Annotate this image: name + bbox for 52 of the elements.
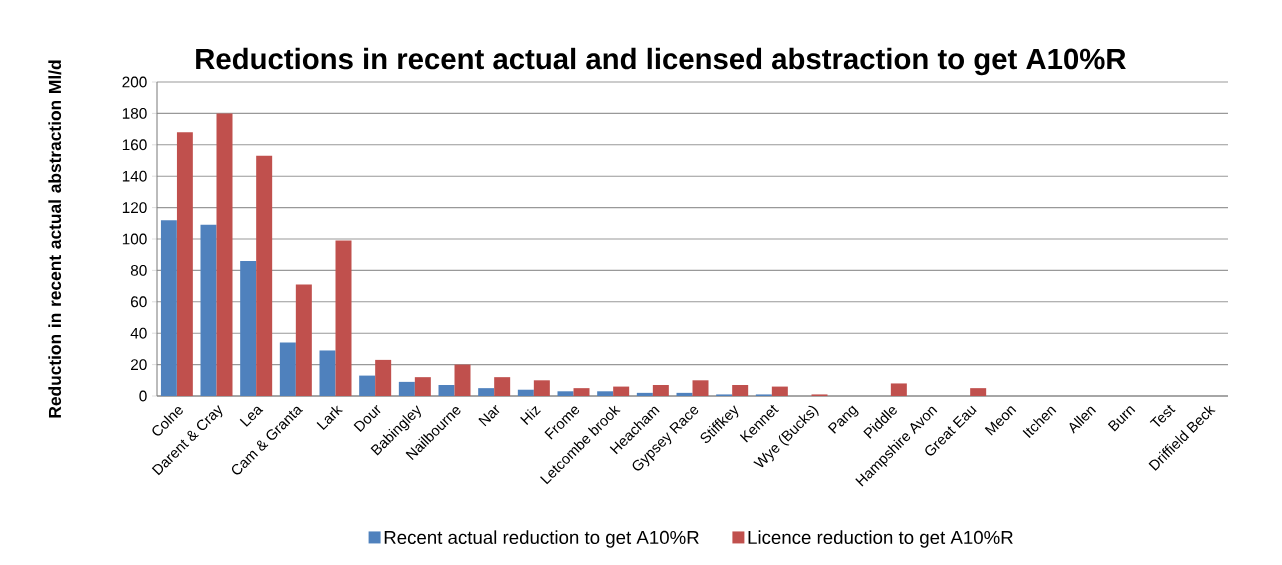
bar [160, 220, 177, 396]
y-tick-label: 120 [122, 202, 147, 214]
bar [573, 388, 590, 396]
y-tick-label: 80 [130, 264, 147, 276]
bar [676, 392, 693, 396]
x-tick-label: Lea [239, 406, 264, 427]
bar [533, 380, 550, 396]
y-axis-title: Reduction in recent actual abstraction Ml/d [48, 60, 62, 418]
bar [613, 386, 630, 396]
bar [375, 359, 392, 396]
bar [176, 132, 193, 396]
x-tick-label: Test [1149, 404, 1176, 427]
y-tick-label: 180 [122, 107, 147, 119]
bar [279, 342, 296, 396]
y-tick-label: 200 [122, 76, 147, 88]
legend-label: Recent actual reduction to get A10%R [384, 530, 699, 548]
bar [732, 385, 749, 396]
bar [652, 385, 669, 396]
x-tick-label: Hiz [520, 405, 541, 425]
bar [771, 386, 788, 396]
legend-label: Licence reduction to get A10%R [748, 530, 1013, 548]
y-tick-label: 160 [122, 139, 147, 151]
bar [414, 377, 431, 396]
x-tick-label: Lark [316, 405, 344, 431]
bar [970, 388, 987, 396]
x-tick-label: Nar [478, 405, 500, 427]
y-tick-label: 40 [130, 327, 147, 339]
bar [319, 350, 336, 396]
bar [692, 380, 709, 396]
bar [890, 383, 907, 396]
bar [240, 260, 257, 396]
y-tick-label: 20 [131, 359, 147, 371]
bar [359, 375, 376, 396]
bar [517, 389, 534, 396]
bar [438, 385, 455, 396]
bar [335, 240, 352, 396]
bar [636, 392, 653, 396]
bar [256, 155, 273, 396]
bar [216, 113, 233, 396]
bar [454, 364, 471, 396]
y-tick-label: 60 [131, 296, 147, 308]
bar [557, 391, 574, 396]
y-tick-label: 100 [122, 233, 147, 245]
y-tick-label: 0 [139, 390, 147, 402]
bar [597, 391, 614, 396]
y-tick-label: 140 [122, 170, 147, 182]
bar [295, 284, 312, 396]
bar [478, 388, 495, 396]
bar [398, 381, 415, 396]
chart-title: Reductions in recent actual and licensed abstraction to get A10%R [196, 47, 1126, 76]
bar [494, 377, 511, 396]
bar [200, 224, 217, 396]
